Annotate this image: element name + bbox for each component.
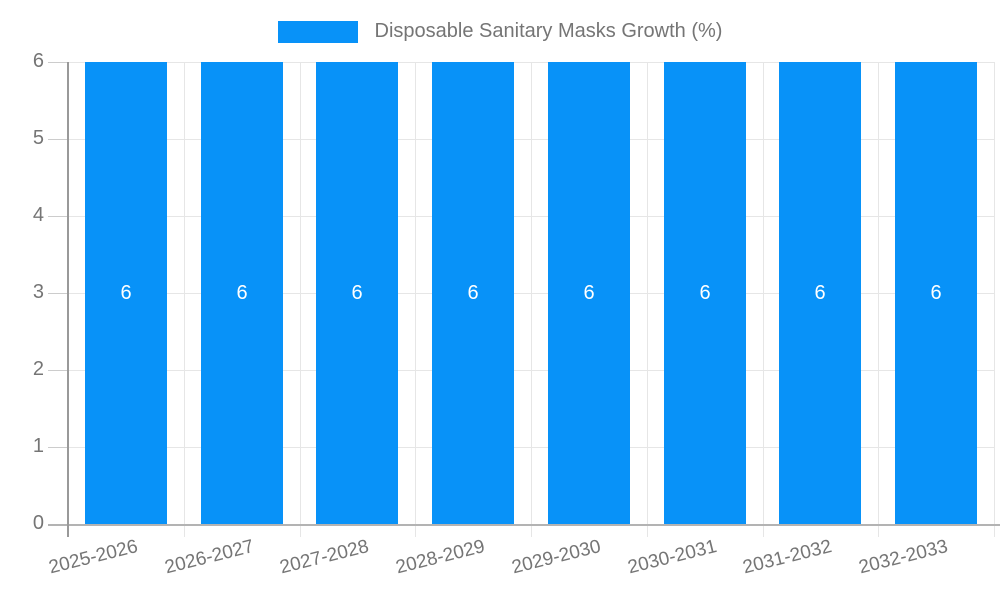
y-tick — [48, 216, 68, 217]
bar-value-label: 6 — [351, 281, 363, 304]
y-tick — [48, 139, 68, 140]
y-tick-label: 6 — [32, 50, 44, 72]
x-grid-line — [415, 62, 416, 537]
y-tick — [48, 293, 68, 294]
y-axis-line — [67, 62, 69, 537]
y-tick — [48, 447, 68, 448]
bar-value-label: 6 — [699, 281, 711, 304]
bar[interactable]: 6 — [201, 62, 283, 524]
bar[interactable]: 6 — [432, 62, 514, 524]
x-grid-line — [994, 62, 995, 537]
bar[interactable]: 6 — [85, 62, 167, 524]
bar-value-label: 6 — [467, 281, 479, 304]
x-tick-label: 2025-2026 — [46, 536, 141, 579]
y-tick-label: 1 — [32, 435, 44, 457]
legend-swatch — [277, 20, 358, 43]
x-grid-line — [531, 62, 532, 537]
x-tick-label: 2028-2029 — [393, 536, 488, 579]
x-grid-line — [300, 62, 301, 537]
x-grid-line — [184, 62, 185, 537]
bar[interactable]: 6 — [779, 62, 861, 524]
x-tick-label: 2032-2033 — [856, 536, 951, 579]
bar[interactable]: 6 — [895, 62, 977, 524]
x-axis-line — [48, 524, 1000, 526]
legend-label: Disposable Sanitary Masks Growth (%) — [374, 20, 723, 42]
legend: Disposable Sanitary Masks Growth (%) — [0, 20, 1000, 43]
y-tick-label: 2 — [32, 358, 44, 380]
y-tick — [48, 370, 68, 371]
y-tick — [48, 62, 68, 63]
x-grid-line — [647, 62, 648, 537]
bar-value-label: 6 — [120, 281, 132, 304]
x-tick-label: 2031-2032 — [740, 536, 835, 579]
y-tick-label: 3 — [32, 281, 44, 303]
bar[interactable]: 6 — [316, 62, 398, 524]
x-tick-label: 2026-2027 — [162, 536, 257, 579]
y-tick-label: 0 — [32, 512, 44, 534]
bar-value-label: 6 — [583, 281, 595, 304]
bar[interactable]: 6 — [548, 62, 630, 524]
x-tick-label: 2027-2028 — [277, 536, 372, 579]
x-tick-label: 2029-2030 — [509, 536, 604, 579]
x-grid-line — [878, 62, 879, 537]
y-tick-label: 4 — [32, 204, 44, 226]
bar-value-label: 6 — [930, 281, 942, 304]
bar-value-label: 6 — [814, 281, 826, 304]
x-tick-label: 2030-2031 — [625, 536, 720, 579]
y-tick-label: 5 — [32, 127, 44, 149]
bar[interactable]: 6 — [664, 62, 746, 524]
bar-value-label: 6 — [236, 281, 248, 304]
x-grid-line — [763, 62, 764, 537]
